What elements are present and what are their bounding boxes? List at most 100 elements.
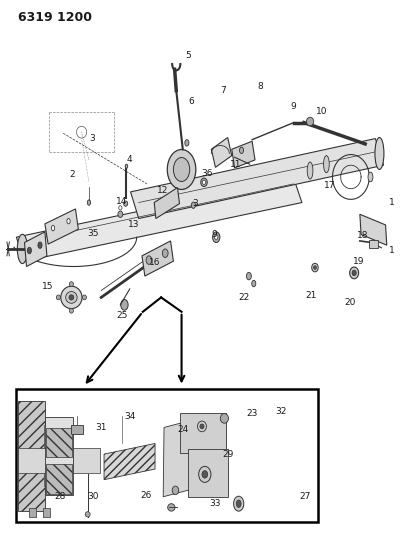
Bar (188, 449, 228, 497)
Ellipse shape (56, 295, 60, 300)
Ellipse shape (38, 242, 42, 248)
Ellipse shape (69, 281, 73, 287)
Ellipse shape (66, 292, 77, 303)
Text: 8: 8 (257, 82, 263, 91)
Text: 31: 31 (95, 423, 107, 432)
Ellipse shape (307, 162, 313, 179)
Bar (71, 425, 83, 434)
Text: 7: 7 (221, 86, 226, 95)
Ellipse shape (200, 424, 204, 429)
Bar (43, 508, 50, 517)
Ellipse shape (350, 267, 359, 279)
Ellipse shape (119, 206, 122, 210)
Ellipse shape (69, 295, 74, 300)
Ellipse shape (191, 202, 195, 208)
Text: 1: 1 (389, 246, 395, 255)
Text: 5: 5 (185, 52, 191, 60)
Text: 34: 34 (124, 413, 135, 421)
Text: 1: 1 (389, 198, 395, 207)
Bar (180, 413, 226, 453)
Ellipse shape (312, 263, 318, 272)
Text: 22: 22 (238, 293, 250, 302)
Text: 24: 24 (177, 425, 188, 433)
Ellipse shape (121, 300, 128, 310)
Text: 29: 29 (222, 450, 233, 458)
Ellipse shape (82, 295, 86, 300)
Ellipse shape (185, 140, 189, 146)
Ellipse shape (61, 286, 82, 309)
Text: 27: 27 (299, 492, 311, 501)
Ellipse shape (202, 180, 206, 184)
Ellipse shape (352, 270, 356, 276)
Ellipse shape (197, 421, 206, 432)
Ellipse shape (375, 138, 384, 169)
Text: 28: 28 (55, 492, 66, 501)
Text: 36: 36 (202, 169, 213, 177)
Ellipse shape (306, 117, 314, 126)
Ellipse shape (172, 486, 179, 495)
Ellipse shape (69, 308, 73, 313)
Polygon shape (104, 443, 155, 480)
Text: 3: 3 (192, 199, 198, 208)
Polygon shape (142, 241, 173, 276)
Polygon shape (16, 179, 302, 261)
Text: 32: 32 (275, 407, 286, 416)
Text: 18: 18 (357, 231, 368, 240)
Bar (29, 508, 36, 517)
Ellipse shape (162, 249, 168, 257)
Ellipse shape (17, 235, 28, 264)
Text: 2: 2 (70, 171, 75, 179)
Text: 13: 13 (128, 221, 140, 229)
Ellipse shape (313, 265, 317, 269)
Text: 12: 12 (157, 187, 168, 195)
Text: 35: 35 (87, 229, 99, 238)
Ellipse shape (124, 201, 128, 206)
Text: 26: 26 (140, 491, 152, 500)
Ellipse shape (236, 500, 241, 507)
Text: 23: 23 (246, 409, 258, 417)
Ellipse shape (202, 471, 208, 478)
Ellipse shape (173, 158, 190, 181)
Bar (44, 425, 56, 486)
Ellipse shape (199, 466, 211, 482)
Text: 9: 9 (211, 230, 217, 239)
Ellipse shape (324, 156, 329, 173)
Ellipse shape (167, 149, 196, 189)
Bar (46, 464, 72, 494)
Polygon shape (131, 139, 384, 219)
Text: 25: 25 (116, 311, 127, 320)
Ellipse shape (87, 200, 91, 205)
Bar (46, 428, 72, 457)
Polygon shape (154, 188, 180, 219)
Polygon shape (163, 416, 209, 497)
Ellipse shape (239, 147, 244, 154)
Ellipse shape (368, 172, 373, 182)
Ellipse shape (51, 225, 55, 231)
Ellipse shape (252, 280, 256, 287)
Text: 21: 21 (305, 292, 317, 300)
Ellipse shape (220, 414, 228, 423)
Ellipse shape (67, 219, 70, 224)
Text: 16: 16 (149, 258, 160, 266)
Text: 4: 4 (127, 156, 133, 164)
Polygon shape (24, 232, 47, 266)
Polygon shape (45, 209, 78, 244)
Ellipse shape (213, 232, 220, 243)
Ellipse shape (215, 235, 218, 240)
Text: 30: 30 (87, 492, 99, 501)
Ellipse shape (246, 272, 251, 280)
Ellipse shape (234, 496, 244, 511)
Text: 6: 6 (188, 97, 194, 106)
Text: 33: 33 (210, 499, 221, 508)
Bar (369, 240, 378, 248)
Bar (18, 448, 100, 473)
Text: 6319 1200: 6319 1200 (18, 11, 92, 23)
Text: 15: 15 (42, 282, 54, 291)
Text: 10: 10 (316, 108, 327, 116)
Bar (45, 417, 73, 495)
Text: 19: 19 (353, 257, 364, 265)
Bar (18, 401, 45, 511)
Polygon shape (360, 214, 387, 245)
Text: 11: 11 (230, 160, 242, 168)
Text: 17: 17 (324, 181, 335, 190)
